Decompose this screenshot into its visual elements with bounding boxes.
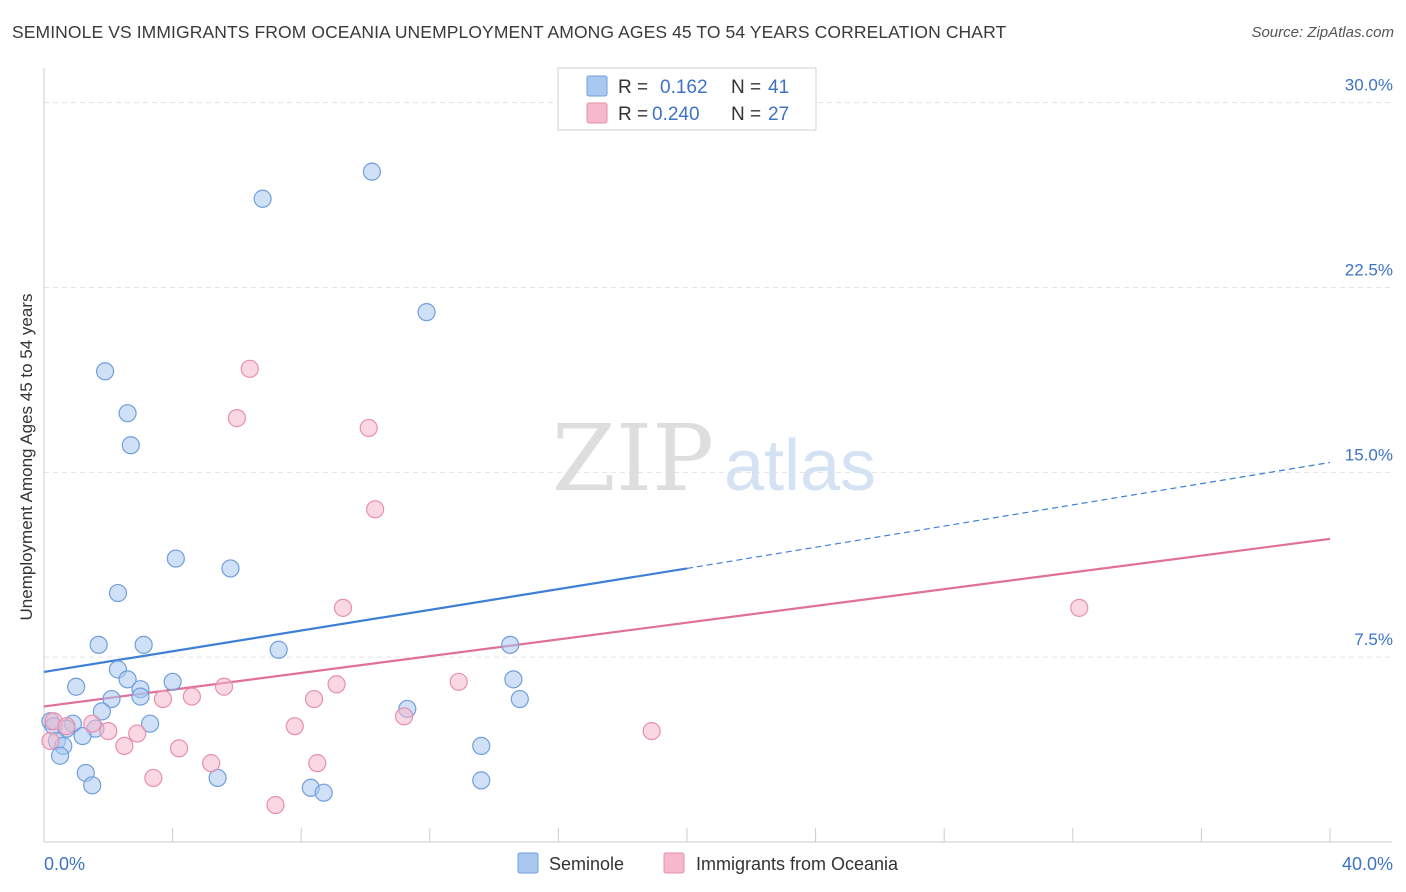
legend-swatch-pink bbox=[586, 102, 608, 124]
legend-r-value: 0.162 bbox=[660, 77, 708, 98]
point-seminole bbox=[108, 583, 128, 603]
point-oceania bbox=[266, 795, 285, 815]
series-legend: Seminole Immigrants from Oceania bbox=[517, 852, 899, 874]
legend-n-value: 41 bbox=[768, 77, 789, 98]
point-seminole bbox=[163, 672, 182, 691]
point-seminole bbox=[121, 436, 140, 455]
point-seminole bbox=[83, 776, 102, 795]
point-oceania bbox=[359, 418, 378, 438]
point-seminole bbox=[510, 689, 529, 709]
point-seminole bbox=[67, 677, 86, 696]
watermark-atlas: atlas bbox=[724, 426, 876, 506]
point-seminole bbox=[501, 635, 520, 654]
y-tick-label: 22.5% bbox=[1345, 260, 1393, 279]
point-oceania bbox=[182, 687, 201, 706]
point-seminole bbox=[89, 635, 108, 654]
point-oceania bbox=[327, 675, 346, 694]
point-oceania bbox=[308, 754, 327, 773]
point-oceania bbox=[202, 754, 221, 773]
point-oceania bbox=[83, 714, 102, 733]
point-oceania bbox=[227, 409, 246, 428]
series-swatch-oceania bbox=[663, 852, 685, 874]
point-seminole bbox=[95, 362, 115, 381]
point-oceania bbox=[285, 717, 304, 736]
trend-lines bbox=[43, 461, 1331, 708]
tick-labels: 7.5% 15.0% 22.5% 30.0% 0.0% 40.0% bbox=[44, 76, 1393, 874]
data-points bbox=[41, 162, 1089, 815]
point-oceania bbox=[169, 739, 189, 758]
point-seminole bbox=[118, 404, 137, 423]
point-seminole bbox=[221, 559, 240, 578]
point-oceania bbox=[304, 689, 324, 709]
point-oceania bbox=[41, 731, 60, 751]
trend-line-seminole-extension bbox=[686, 461, 1331, 570]
point-seminole bbox=[166, 549, 185, 568]
point-seminole bbox=[50, 746, 70, 765]
chart-title: SEMINOLE VS IMMIGRANTS FROM OCEANIA UNEM… bbox=[12, 22, 1007, 42]
point-oceania bbox=[153, 689, 173, 709]
point-seminole bbox=[362, 162, 382, 181]
watermark-zip: ZIP bbox=[552, 405, 714, 512]
point-oceania bbox=[144, 768, 163, 788]
point-seminole bbox=[472, 736, 491, 755]
point-seminole bbox=[118, 670, 137, 689]
legend-box: R = 0.162 N = 41 R = 0.240 N = 27 bbox=[557, 67, 817, 131]
point-oceania bbox=[366, 500, 385, 519]
x-tick-label-max: 40.0% bbox=[1342, 854, 1393, 874]
point-seminole bbox=[131, 687, 150, 706]
point-oceania bbox=[128, 724, 147, 743]
point-oceania bbox=[240, 359, 259, 378]
trend-line-oceania bbox=[43, 537, 1331, 708]
point-seminole bbox=[314, 783, 333, 802]
point-oceania bbox=[333, 598, 353, 617]
point-seminole bbox=[134, 635, 153, 654]
source-label: Source: ZipAtlas.com bbox=[1251, 24, 1394, 41]
legend-n-label: N = bbox=[731, 77, 761, 98]
point-oceania bbox=[214, 677, 234, 696]
series-label-seminole: Seminole bbox=[549, 854, 624, 874]
point-seminole bbox=[140, 714, 160, 733]
y-tick-label: 7.5% bbox=[1354, 630, 1393, 649]
legend-swatch-blue bbox=[586, 75, 608, 97]
legend-n-label: N = bbox=[731, 104, 761, 125]
axes bbox=[43, 68, 1392, 843]
point-oceania bbox=[449, 672, 468, 691]
series-swatch-seminole bbox=[517, 852, 539, 874]
gridlines bbox=[44, 102, 1392, 658]
point-seminole bbox=[92, 702, 111, 721]
point-seminole bbox=[472, 771, 491, 790]
point-seminole bbox=[417, 303, 436, 322]
watermark: ZIP atlas bbox=[552, 405, 876, 512]
point-seminole bbox=[504, 670, 523, 689]
legend-r-value: 0.240 bbox=[652, 104, 700, 125]
point-seminole bbox=[253, 189, 272, 208]
point-oceania bbox=[57, 717, 76, 736]
x-tick-label-min: 0.0% bbox=[44, 854, 85, 874]
y-tick-label: 15.0% bbox=[1345, 445, 1393, 464]
point-seminole bbox=[102, 689, 121, 709]
point-oceania bbox=[1070, 598, 1089, 617]
y-tick-label: 30.0% bbox=[1345, 76, 1393, 95]
point-oceania bbox=[394, 707, 414, 726]
point-oceania bbox=[115, 736, 134, 755]
trend-line-seminole bbox=[43, 567, 688, 674]
point-oceania bbox=[642, 721, 661, 741]
point-seminole bbox=[269, 640, 288, 659]
series-label-oceania: Immigrants from Oceania bbox=[696, 854, 899, 874]
legend-r-label: R = bbox=[618, 77, 648, 98]
legend-n-value: 27 bbox=[768, 104, 789, 125]
legend-r-label: R = bbox=[618, 104, 648, 125]
point-oceania bbox=[99, 721, 118, 741]
point-seminole bbox=[73, 726, 92, 746]
